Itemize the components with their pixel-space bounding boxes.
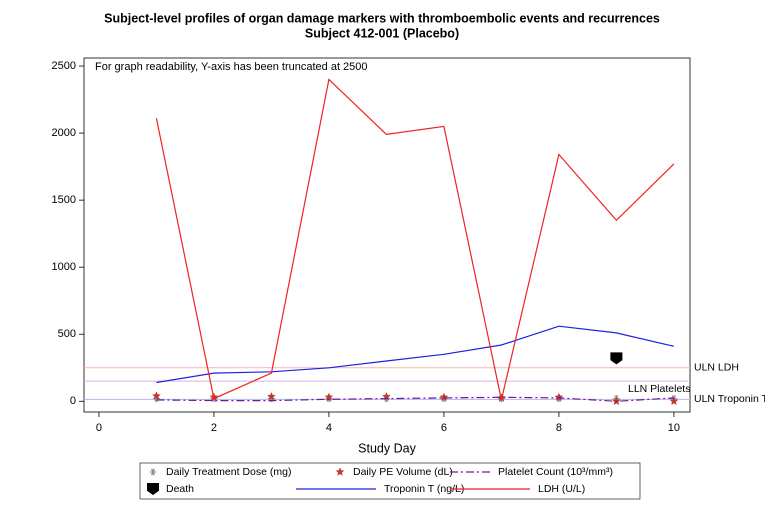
legend-label: LDH (U/L) bbox=[538, 483, 585, 495]
plot-frame bbox=[83, 57, 691, 413]
y-tick-label: 500 bbox=[58, 328, 76, 340]
data-point bbox=[152, 395, 160, 403]
series-line bbox=[156, 325, 675, 384]
x-tick-label: 6 bbox=[441, 422, 447, 434]
y-tick-label: 2500 bbox=[52, 60, 76, 72]
chart-subtitle: Subject 412-001 (Placebo) bbox=[305, 26, 459, 40]
y-tick-label: 2000 bbox=[52, 127, 76, 139]
chart-title: Subject-level profiles of organ damage m… bbox=[104, 11, 660, 25]
legend-box bbox=[139, 462, 641, 500]
legend-swatch bbox=[147, 483, 159, 495]
series-line bbox=[156, 396, 674, 402]
legend-label: Daily PE Volume (dL) bbox=[353, 466, 453, 478]
y-tick-label: 1000 bbox=[52, 261, 76, 273]
x-axis-label: Study Day bbox=[358, 441, 416, 455]
reference-label: ULN LDH bbox=[694, 362, 739, 374]
series-line bbox=[155, 78, 675, 401]
legend-label: Daily Treatment Dose (mg) bbox=[166, 466, 291, 478]
x-tick-label: 4 bbox=[326, 422, 332, 434]
data-point bbox=[151, 391, 161, 400]
reference-label: LLN Platelets bbox=[628, 383, 690, 395]
x-tick-label: 2 bbox=[211, 422, 217, 434]
y-tick-label: 1500 bbox=[52, 194, 76, 206]
x-tick-label: 0 bbox=[96, 422, 102, 434]
legend-label: Troponin T (ng/L) bbox=[384, 483, 464, 495]
data-point bbox=[439, 392, 449, 402]
data-point bbox=[554, 392, 564, 402]
y-tick-label: 0 bbox=[70, 395, 76, 407]
x-tick-label: 10 bbox=[668, 422, 680, 434]
data-point bbox=[266, 391, 276, 401]
reference-label: ULN Troponin T bbox=[694, 393, 765, 405]
legend-label: Platelet Count (10³/mm³) bbox=[498, 466, 613, 478]
legend-swatch bbox=[149, 468, 157, 476]
data-point bbox=[669, 396, 679, 406]
x-tick-label: 8 bbox=[556, 422, 562, 434]
legend-swatch bbox=[335, 467, 345, 476]
legend-label: Death bbox=[166, 483, 194, 495]
annotation: For graph readability, Y-axis has been t… bbox=[95, 61, 368, 73]
data-point bbox=[610, 352, 623, 365]
